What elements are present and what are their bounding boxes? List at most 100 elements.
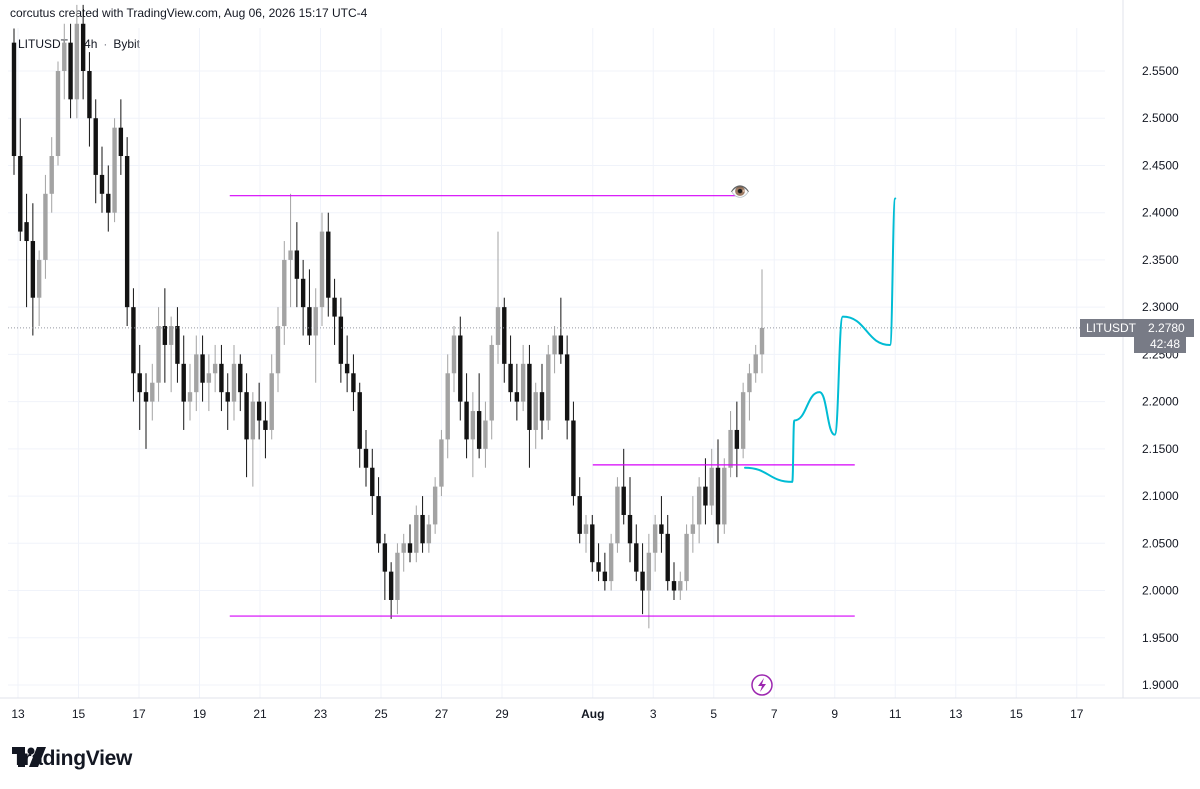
- time-tick-label: 13: [11, 707, 25, 721]
- candle-body: [420, 514, 425, 544]
- candle-body: [583, 524, 589, 534]
- time-tick-label: 19: [193, 707, 207, 721]
- candle-body: [715, 467, 721, 525]
- candle-body: [640, 571, 645, 591]
- time-tick-label: 25: [374, 707, 388, 721]
- legend-symbol[interactable]: LITUSDT: [18, 37, 69, 51]
- candle-body: [564, 354, 570, 421]
- candle-body: [646, 552, 652, 591]
- candle-body: [18, 156, 23, 232]
- candle-body: [30, 241, 36, 298]
- candle-body: [87, 71, 92, 119]
- time-tick-label: 29: [495, 707, 509, 721]
- candle-body: [124, 156, 130, 308]
- candle-body: [502, 307, 507, 364]
- candle-body: [143, 392, 149, 402]
- candles: [11, 4, 765, 629]
- time-tick-label: 3: [650, 707, 657, 721]
- candle-body: [634, 543, 639, 572]
- candle-body: [269, 373, 274, 430]
- lightning-icon[interactable]: [751, 674, 773, 696]
- candle-body: [212, 363, 218, 374]
- candle-body: [238, 363, 243, 393]
- candle-body: [206, 373, 212, 383]
- candle-body: [684, 533, 689, 582]
- candle-body: [652, 524, 658, 553]
- candle-body: [690, 524, 696, 534]
- candle-body: [200, 354, 205, 383]
- candle-body: [426, 524, 432, 544]
- candle-body: [137, 373, 142, 393]
- candle-body: [696, 486, 702, 525]
- candle-body: [747, 373, 752, 393]
- time-tick-label: 15: [1010, 707, 1024, 721]
- candle-body: [307, 307, 312, 336]
- candle-body: [489, 344, 494, 421]
- candle-body: [162, 326, 168, 345]
- candle-body: [156, 326, 161, 383]
- time-tick-label: 11: [889, 707, 902, 721]
- candle-body: [11, 42, 17, 157]
- candle-body: [150, 382, 155, 402]
- grid: [8, 28, 1105, 698]
- candle-body: [49, 156, 54, 194]
- candle-body: [194, 354, 199, 393]
- candle-body: [175, 326, 180, 364]
- candle-body: [55, 71, 61, 157]
- candle-body: [558, 335, 564, 355]
- legend-interval[interactable]: 4h: [84, 37, 98, 51]
- candle-body: [451, 335, 457, 374]
- candle-body: [332, 297, 337, 317]
- candle-body: [319, 231, 325, 308]
- time-axis: 13 15 17 19 21 23 25 27 29 Aug 3 5 7 9 11 13 15 17: [11, 707, 1083, 721]
- eye-icon[interactable]: 👁️: [730, 184, 750, 201]
- candle-body: [476, 411, 482, 449]
- candle-body: [288, 250, 293, 260]
- time-tick-label: 7: [771, 707, 778, 721]
- candle-body: [596, 562, 601, 572]
- projection-path[interactable]: [744, 197, 897, 483]
- candle-body: [168, 326, 174, 345]
- price-tick-label: 2.0000: [1142, 584, 1179, 598]
- candle-body: [665, 533, 670, 582]
- levels: [229, 195, 855, 617]
- price-tick-label: 2.0500: [1142, 536, 1179, 550]
- price-tag-symbol: LITUSDT: [1080, 319, 1143, 337]
- price-tick-label: 2.5000: [1142, 111, 1179, 125]
- candle-body: [728, 429, 733, 468]
- candle-body: [263, 420, 268, 430]
- candle-body: [621, 486, 626, 515]
- candle-body: [256, 401, 262, 421]
- candle-body: [62, 42, 67, 71]
- candle-body: [414, 514, 419, 553]
- candle-body: [344, 363, 350, 374]
- candle-body: [250, 401, 256, 440]
- candle-body: [508, 363, 513, 393]
- candle-body: [577, 496, 582, 534]
- last-price-tag: LITUSDT 2.2780: [1080, 319, 1195, 337]
- candle-body: [351, 373, 356, 393]
- time-tick-label: 13: [949, 707, 963, 721]
- time-tick-label: 17: [1070, 707, 1084, 721]
- price-tick-label: 2.2000: [1142, 395, 1179, 409]
- candle-body: [627, 514, 633, 544]
- candle-body: [187, 392, 193, 402]
- candle-body: [294, 250, 300, 279]
- candle-body: [734, 429, 740, 449]
- candle-body: [539, 392, 545, 421]
- candle-body: [602, 571, 608, 582]
- time-tick-label: 21: [253, 707, 267, 721]
- time-tick-label: 17: [132, 707, 146, 721]
- candle-body: [131, 307, 136, 374]
- candle-body: [112, 127, 117, 213]
- footer-logo: TradingView: [12, 747, 132, 771]
- candle-body: [300, 278, 306, 308]
- candle-body: [118, 127, 124, 157]
- candle-body: [401, 543, 406, 553]
- candle-body: [571, 420, 576, 497]
- candle-body: [759, 327, 765, 355]
- candle-body: [514, 392, 520, 402]
- price-tick-label: 1.9000: [1142, 678, 1179, 692]
- candle-body: [99, 174, 105, 194]
